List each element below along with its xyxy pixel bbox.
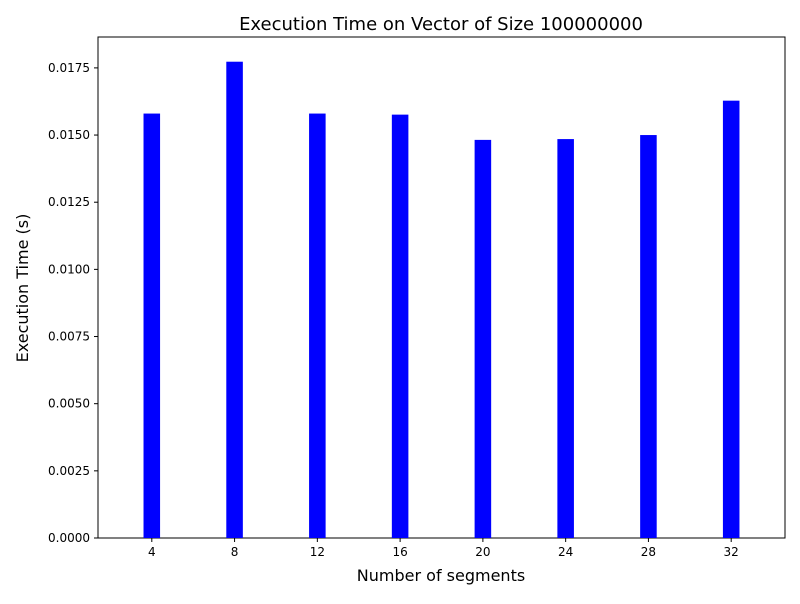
y-tick-label-1: 0.0025 <box>48 464 90 478</box>
y-tick-label-0: 0.0000 <box>48 531 90 545</box>
bar-8 <box>226 61 243 539</box>
axes-frame <box>97 36 786 539</box>
x-axis: 4 8 12 16 20 24 28 32 <box>148 538 739 559</box>
x-tick-label-32: 32 <box>724 545 739 559</box>
y-tick-label-6: 0.0150 <box>48 128 90 142</box>
bar-4 <box>143 113 161 538</box>
bar-16 <box>391 114 409 538</box>
bar-28 <box>640 135 657 539</box>
y-axis-label: Execution Time (s) <box>13 214 32 363</box>
y-axis: 0.0000 0.0025 0.0050 0.0075 0.0100 0.0125 0.01… <box>48 61 98 545</box>
x-tick-label-16: 16 <box>392 545 407 559</box>
bar-32 <box>722 100 740 539</box>
y-tick-label-7: 0.0175 <box>48 61 90 75</box>
x-tick-label-28: 28 <box>641 545 656 559</box>
bar-24 <box>557 139 574 538</box>
y-tick-label-2: 0.0050 <box>48 397 90 411</box>
bar-20 <box>474 139 492 538</box>
x-axis-label: Number of segments <box>357 566 525 585</box>
plot-area <box>97 36 786 539</box>
x-tick-label-4: 4 <box>148 545 156 559</box>
y-tick-label-4: 0.0100 <box>48 262 90 276</box>
x-tick-label-8: 8 <box>231 545 239 559</box>
y-tick-label-3: 0.0075 <box>48 330 90 344</box>
y-tick-label-5: 0.0125 <box>48 195 90 209</box>
x-tick-label-20: 20 <box>475 545 490 559</box>
x-tick-label-12: 12 <box>310 545 325 559</box>
chart-title: Execution Time on Vector of Size 1000000… <box>239 14 643 35</box>
bars-group <box>143 61 740 539</box>
x-tick-label-24: 24 <box>558 545 573 559</box>
bar-12 <box>309 113 326 538</box>
